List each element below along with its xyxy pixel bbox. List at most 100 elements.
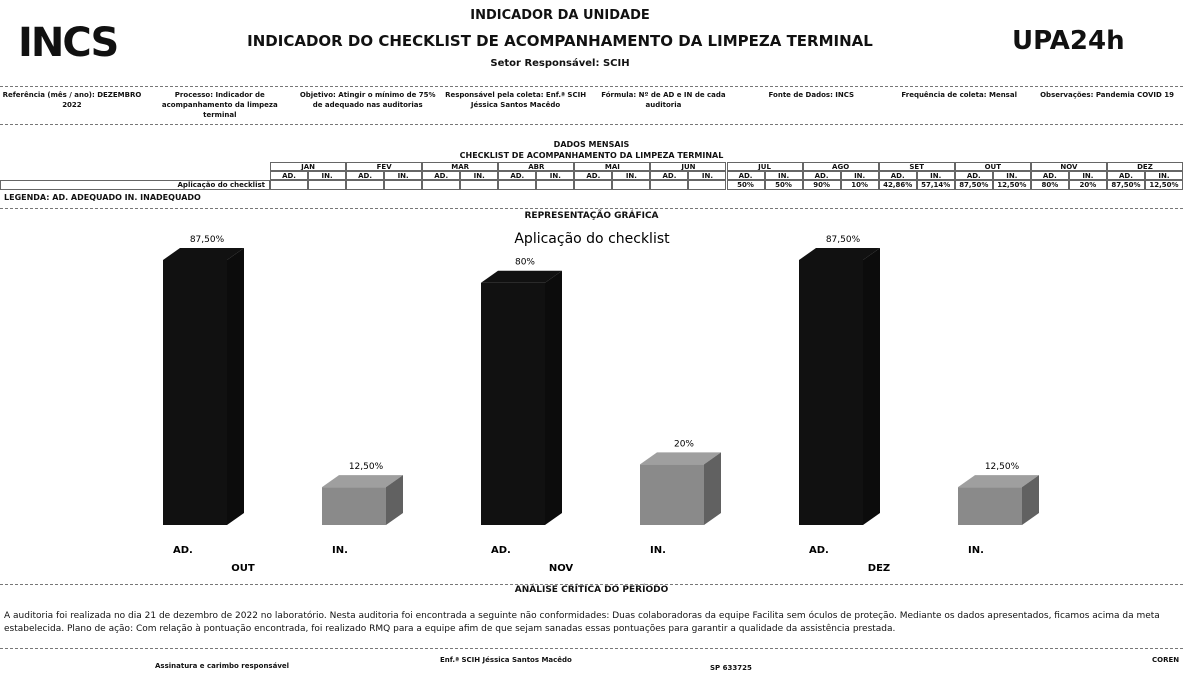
signature-coren: COREN <box>1152 656 1180 664</box>
table-cell: 57,14% <box>916 180 955 190</box>
series-label: IN. <box>968 545 984 556</box>
header-subtitle: INDICADOR DO CHECKLIST DE ACOMPANHAMENTO… <box>247 32 873 50</box>
bar-side <box>863 248 880 525</box>
category-label: DEZ <box>868 563 890 574</box>
table-cell <box>612 180 651 190</box>
month-header: NOV <box>1030 162 1107 171</box>
chart: Aplicação do checklist OUT 87,50% AD. 12,50… <box>163 231 1039 574</box>
info-cell: Referência (mês / ano): DEZEMBRO 2022 <box>2 91 142 109</box>
sub-header: AD. <box>954 171 993 180</box>
month-header: AGO <box>802 162 879 171</box>
data-label: 20% <box>674 439 694 449</box>
sub-header: AD. <box>650 171 689 180</box>
sub-header: AD. <box>498 171 537 180</box>
table-cell: 50% <box>726 180 765 190</box>
bar-top <box>322 475 403 488</box>
table-cell <box>308 180 347 190</box>
sub-header: IN. <box>612 171 651 180</box>
data-label: 12,50% <box>349 462 384 472</box>
table-cell <box>688 180 727 190</box>
table-cell <box>384 180 423 190</box>
bar <box>799 260 863 525</box>
month-header: SET <box>878 162 955 171</box>
sub-header: IN. <box>688 171 727 180</box>
rule <box>0 584 1183 585</box>
bar-side <box>1022 475 1039 525</box>
series-label: AD. <box>173 545 193 556</box>
sub-header: AD. <box>726 171 765 180</box>
bar-top <box>640 452 721 465</box>
rule <box>0 208 1183 209</box>
sub-header: AD. <box>422 171 461 180</box>
sub-header: AD. <box>346 171 385 180</box>
rule <box>0 124 1183 125</box>
sub-header: AD. <box>270 171 309 180</box>
month-header: FEV <box>346 162 423 171</box>
bar-side <box>545 270 562 525</box>
signature-register: SP 633725 <box>710 664 752 672</box>
bar <box>481 282 545 525</box>
row-label: Aplicação do checklist <box>0 180 270 190</box>
sub-header: IN. <box>916 171 955 180</box>
month-header: MAR <box>422 162 499 171</box>
sub-header: AD. <box>802 171 841 180</box>
logo-left: INCS <box>18 20 119 66</box>
month-header: MAI <box>574 162 651 171</box>
series-label: AD. <box>809 545 829 556</box>
table-cell: 87,50% <box>954 180 993 190</box>
month-header: OUT <box>954 162 1031 171</box>
series-label: AD. <box>491 545 511 556</box>
month-header: JAN <box>270 162 347 171</box>
table-cell <box>346 180 385 190</box>
month-header: JUN <box>650 162 727 171</box>
bar <box>163 260 227 525</box>
table-cell: 20% <box>1068 180 1107 190</box>
signature-label: Assinatura e carimbo responsável <box>155 662 290 670</box>
month-header: JUL <box>726 162 803 171</box>
table-cell: 50% <box>764 180 803 190</box>
info-cell: Fonte de Dados: INCS <box>768 91 855 99</box>
sub-header: IN. <box>384 171 423 180</box>
bar-side <box>704 452 721 525</box>
legend-text: LEGENDA: AD. ADEQUADO IN. INADEQUADO <box>4 193 201 202</box>
analysis-text: A auditoria foi realizada no dia 21 de d… <box>4 611 1160 634</box>
sub-header: AD. <box>878 171 917 180</box>
table-section: DADOS MENSAIS <box>553 140 630 149</box>
header-sector: Setor Responsável: SCIH <box>490 58 630 69</box>
analysis-title: ANÁLISE CRÍTICA DO PERÍODO <box>514 585 669 595</box>
series-label: IN. <box>332 545 348 556</box>
table-cell: 12,50% <box>1144 180 1183 190</box>
info-cell: Fórmula: Nº de AD e IN de cada auditoria <box>601 91 726 109</box>
month-header: ABR <box>498 162 575 171</box>
rule <box>0 86 1183 87</box>
sub-header: AD. <box>574 171 613 180</box>
table-cell <box>574 180 613 190</box>
table-cell: 87,50% <box>1106 180 1145 190</box>
table-cell: 10% <box>840 180 879 190</box>
table-cell <box>498 180 537 190</box>
data-label: 87,50% <box>826 235 861 245</box>
info-cell: Frequência de coleta: Mensal <box>901 91 1017 99</box>
bar-top <box>481 270 562 283</box>
signature-name: Enf.ª SCIH Jéssica Santos Macêdo <box>440 656 572 664</box>
bar-top <box>958 475 1039 488</box>
sub-header: IN. <box>536 171 575 180</box>
header-title: INDICADOR DA UNIDADE <box>470 8 650 23</box>
info-cell: Responsável pela coleta: Enf.ª SCIH Jéss… <box>445 91 587 109</box>
bar-top <box>163 248 244 260</box>
table-cell: 80% <box>1030 180 1069 190</box>
bar-side <box>386 475 403 525</box>
table-cell: 42,86% <box>878 180 917 190</box>
info-cell: Objetivo: Atingir o mínimo de 75% de ade… <box>299 91 436 109</box>
series-label: IN. <box>650 545 666 556</box>
logo-right: UPA24h <box>1012 26 1125 56</box>
table-cell <box>536 180 575 190</box>
table-cell <box>650 180 689 190</box>
bar-side <box>227 248 244 525</box>
sub-header: IN. <box>764 171 803 180</box>
data-label: 87,50% <box>190 235 225 245</box>
sub-header: IN. <box>840 171 879 180</box>
sub-header: AD. <box>1030 171 1069 180</box>
bar <box>322 487 386 525</box>
